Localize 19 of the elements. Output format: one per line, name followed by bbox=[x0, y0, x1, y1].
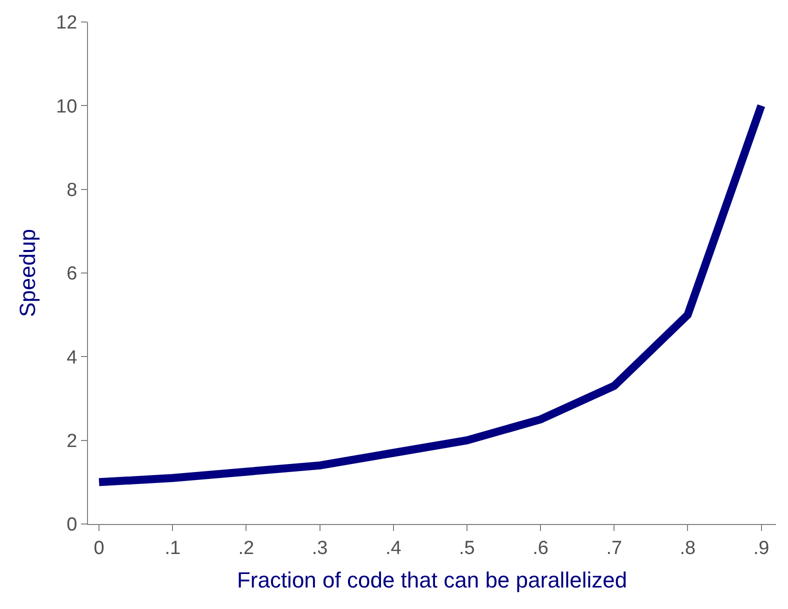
x-tick-label: .4 bbox=[385, 538, 402, 559]
x-tick-label: .7 bbox=[606, 538, 622, 559]
x-tick-label: .9 bbox=[753, 538, 770, 559]
x-tick-label: .6 bbox=[532, 538, 548, 559]
y-axis-title: Speedup bbox=[14, 228, 40, 318]
y-tick-label: 10 bbox=[56, 96, 78, 118]
y-tick-label: 0 bbox=[66, 514, 78, 536]
x-tick-label: .3 bbox=[312, 538, 328, 559]
y-tick-label: 2 bbox=[66, 430, 78, 452]
x-tick-label: .2 bbox=[238, 538, 254, 559]
x-tick-label: 0 bbox=[94, 538, 104, 559]
y-tick-label: 8 bbox=[66, 180, 78, 201]
x-tick-label: .8 bbox=[680, 538, 696, 559]
y-tick-label: 6 bbox=[66, 264, 78, 285]
y-tick-label: 4 bbox=[66, 347, 78, 368]
x-tick-label: .5 bbox=[459, 538, 475, 559]
y-tick-label: 12 bbox=[56, 12, 78, 34]
x-axis-title: Fraction of code that can be parallelized bbox=[236, 568, 628, 593]
x-tick-label: .1 bbox=[164, 538, 181, 559]
